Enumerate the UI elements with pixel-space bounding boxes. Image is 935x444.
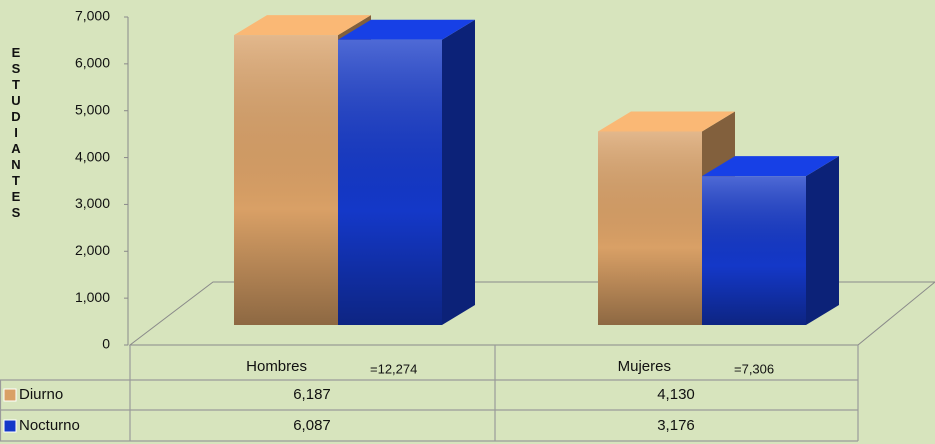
table-value: 4,130 [657,386,695,403]
y-tick-label: 3,000 [75,195,110,211]
legend-swatch [3,388,17,402]
bar [338,19,475,325]
y-tick-label: 7,000 [75,8,110,24]
floor [128,281,935,346]
bar [702,156,839,325]
category-total: =12,274 [370,361,417,376]
table-value: 3,176 [657,417,695,434]
table-value: 6,187 [293,386,331,403]
bar-shade [234,35,338,326]
category-total: =7,306 [734,361,774,376]
bar-shade [338,39,442,325]
bar-shade [598,131,702,325]
category-label: Hombres [246,358,307,375]
y-tick-label: 1,000 [75,289,110,305]
legend-swatch [3,419,17,433]
bar-top [234,15,371,36]
bar-top [598,111,735,132]
legend-label: Diurno [19,386,63,403]
bar-top [338,19,475,40]
table-value: 6,087 [293,417,331,434]
y-axis-label: ESTUDIANTES [9,45,24,221]
y-tick-label: 5,000 [75,101,110,117]
legend-label: Nocturno [19,417,80,434]
bar-side [442,19,475,325]
bar-shade [702,176,806,325]
data-table-grid [0,345,859,442]
bar-side [806,156,839,325]
category-label: Mujeres [618,358,671,375]
y-tick-label: 4,000 [75,148,110,164]
bar-top [702,156,839,177]
y-tick-label: 2,000 [75,242,110,258]
y-tick-label: 6,000 [75,55,110,71]
y-tick-label: 0 [102,336,110,352]
